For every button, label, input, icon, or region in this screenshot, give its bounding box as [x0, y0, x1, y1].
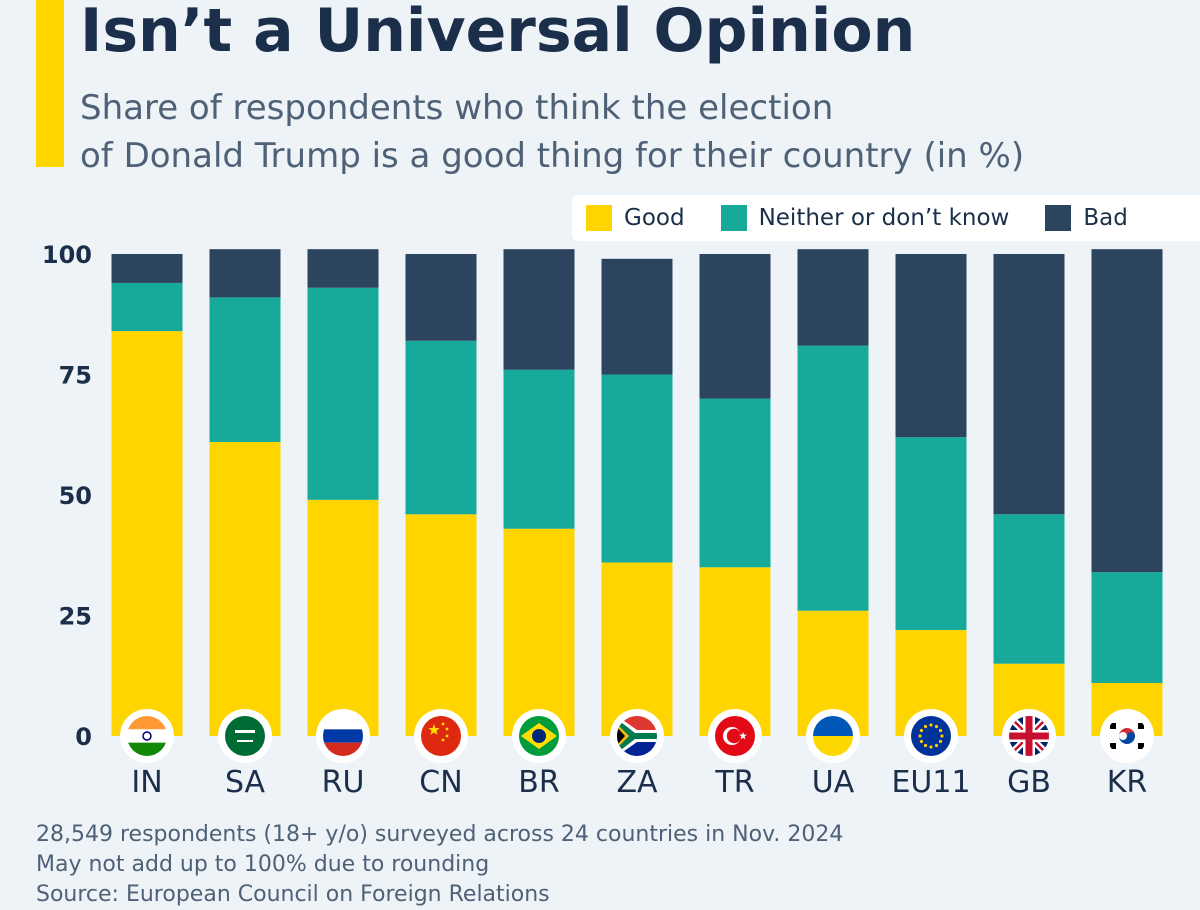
ukraine-flag-icon — [806, 709, 860, 763]
china-flag-icon — [414, 709, 468, 763]
south-africa-flag-icon — [610, 709, 664, 763]
india-flag-icon — [120, 709, 174, 763]
bar-kr-bad — [1091, 249, 1163, 573]
y-tick-label: 0 — [75, 723, 92, 751]
bar-ru-bad — [307, 249, 379, 288]
legend-label-neither: Neither or don’t know — [758, 205, 1010, 231]
y-tick-label: 100 — [42, 241, 92, 269]
legend-item-neither: Neither or don’t know — [720, 205, 1010, 231]
bar-br-neither — [503, 369, 575, 529]
x-tick-label-eu11: EU11 — [891, 765, 970, 800]
bar-tr-good — [699, 567, 771, 736]
footnote-respondents: 28,549 respondents (18+ y/o) surveyed ac… — [36, 822, 844, 847]
bar-gb-bad — [993, 254, 1065, 515]
legend-swatch-good — [586, 205, 612, 231]
chart-subtitle: Share of respondents who think the elect… — [80, 84, 1160, 180]
legend-label-bad: Bad — [1083, 205, 1128, 231]
bar-eu11-bad — [895, 254, 967, 438]
subtitle-line-1: Share of respondents who think the elect… — [80, 88, 834, 128]
footnote-rounding: May not add up to 100% due to rounding — [36, 852, 490, 877]
bar-ru-good — [307, 499, 379, 736]
bar-za-neither — [601, 374, 673, 563]
x-tick-label-br: BR — [518, 765, 559, 800]
turkey-flag-icon — [708, 709, 762, 763]
bar-br-good — [503, 528, 575, 736]
saudi-arabia-flag-icon — [218, 709, 272, 763]
legend-swatch-neither — [720, 205, 747, 231]
x-tick-label-ua: UA — [812, 765, 855, 800]
bar-kr-neither — [1091, 572, 1163, 683]
footnotes: 28,549 respondents (18+ y/o) surveyed ac… — [36, 820, 843, 910]
x-tick-label-kr: KR — [1107, 765, 1148, 800]
russia-flag-icon — [316, 709, 370, 763]
bar-gb-neither — [993, 514, 1065, 664]
bar-eu11-neither — [895, 437, 967, 630]
x-tick-label-gb: GB — [1007, 765, 1051, 800]
bar-ua-neither — [797, 345, 869, 611]
legend: Good Neither or don’t know Bad — [572, 195, 1200, 241]
x-tick-label-ru: RU — [322, 765, 365, 800]
eu-flag-icon — [904, 709, 958, 763]
x-tick-label-cn: CN — [419, 765, 462, 800]
bar-cn-neither — [405, 340, 477, 515]
south-korea-flag-icon — [1100, 709, 1154, 763]
x-tick-label-tr: TR — [714, 765, 754, 800]
bar-za-good — [601, 562, 673, 736]
y-tick-label: 25 — [59, 603, 92, 631]
chart-title: Isn’t a Universal Opinion — [80, 0, 916, 66]
source-note: Source: European Council on Foreign Rela… — [36, 882, 550, 907]
x-tick-label-in: IN — [131, 765, 162, 800]
accent-bar — [36, 0, 64, 167]
subtitle-line-2: of Donald Trump is a good thing for thei… — [80, 136, 1025, 176]
legend-swatch-bad — [1045, 205, 1072, 231]
bar-ua-bad — [797, 249, 869, 346]
bar-cn-good — [405, 514, 477, 736]
x-tick-label-sa: SA — [225, 765, 266, 800]
legend-item-good: Good — [586, 205, 685, 231]
y-tick-label: 75 — [59, 362, 92, 390]
legend-item-bad: Bad — [1045, 205, 1128, 231]
bar-sa-neither — [209, 297, 281, 442]
bar-cn-bad — [405, 254, 477, 341]
brazil-flag-icon — [512, 709, 566, 763]
bar-in-bad — [111, 254, 183, 283]
bar-ru-neither — [307, 287, 379, 500]
bar-za-bad — [601, 258, 673, 375]
bar-sa-good — [209, 441, 281, 736]
stacked-bar-chart: 0 25 50 75 100 IN SA RU CN BR ZA TR UA EU11 GB KR — [42, 241, 1163, 800]
uk-flag-icon — [1002, 709, 1056, 763]
bar-in-good — [111, 331, 183, 736]
bar-tr-neither — [699, 398, 771, 568]
y-tick-label: 50 — [59, 482, 92, 510]
bar-br-bad — [503, 249, 575, 370]
bar-in-neither — [111, 282, 183, 332]
x-tick-label-za: ZA — [616, 765, 658, 800]
bar-tr-bad — [699, 254, 771, 399]
legend-label-good: Good — [624, 205, 685, 231]
bar-sa-bad — [209, 249, 281, 298]
